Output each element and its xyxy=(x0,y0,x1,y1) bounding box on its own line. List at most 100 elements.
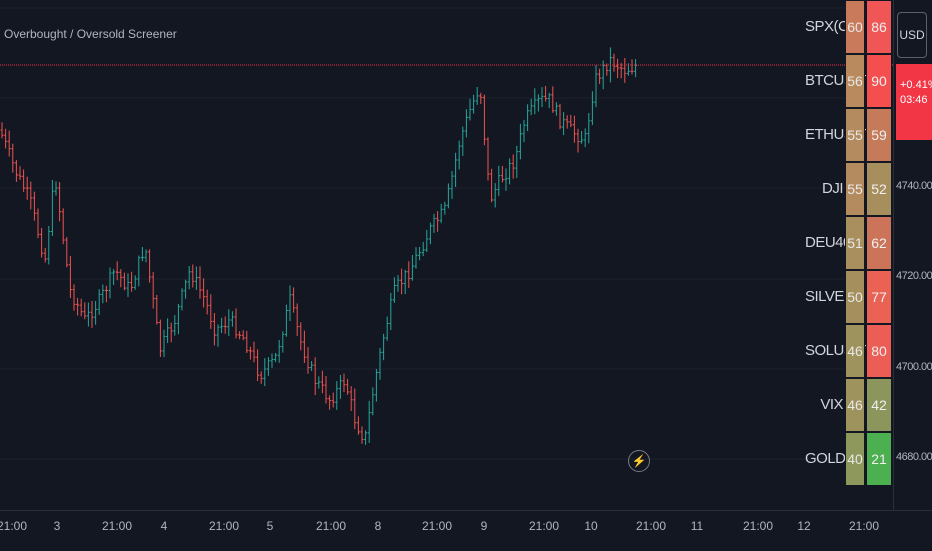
ohlc-bar xyxy=(155,294,159,325)
screener-symbol: SPX(C) xyxy=(805,18,853,35)
ohlc-bar xyxy=(594,65,598,108)
ohlc-bar xyxy=(338,374,342,399)
screener-value-1: 50 xyxy=(845,270,865,324)
ohlc-bar xyxy=(259,371,263,384)
screener-row: DJI 55 52 xyxy=(805,162,893,216)
ohlc-bar xyxy=(601,60,605,90)
ohlc-bar xyxy=(486,137,490,181)
ohlc-bar xyxy=(227,309,231,336)
ohlc-bar xyxy=(572,115,576,143)
ohlc-bar xyxy=(94,300,98,325)
last-price-tag: +0.41% 03:46 xyxy=(896,64,932,140)
ohlc-bar xyxy=(97,289,101,315)
ohlc-bar xyxy=(554,102,558,116)
ohlc-bar xyxy=(569,114,573,128)
indicator-title[interactable]: Overbought / Oversold Screener xyxy=(4,27,177,41)
ohlc-bar xyxy=(493,183,497,208)
ohlc-bar xyxy=(4,128,8,149)
ohlc-bar xyxy=(536,94,540,112)
ohlc-bar xyxy=(500,165,504,183)
ohlc-bar xyxy=(284,304,288,337)
screener-value-2: 42 xyxy=(866,378,892,432)
ohlc-bar xyxy=(317,376,321,389)
ohlc-bar xyxy=(140,246,144,262)
price-chart[interactable] xyxy=(0,0,893,510)
ohlc-bar xyxy=(558,103,562,130)
ohlc-bar xyxy=(104,285,108,303)
ohlc-bar xyxy=(324,376,328,404)
ohlc-bar xyxy=(295,303,299,336)
time-label: 10 xyxy=(584,519,598,533)
screener-row: BTCUSDT 56 90 xyxy=(805,54,893,108)
ohlc-bar xyxy=(119,269,123,288)
ohlc-bar xyxy=(364,430,368,445)
ohlc-bar xyxy=(457,140,461,170)
time-label: 21:00 xyxy=(421,519,453,533)
currency-button[interactable]: USD xyxy=(897,12,927,58)
screener-value-1: 46 xyxy=(845,378,865,432)
ohlc-bar xyxy=(220,317,224,334)
ohlc-bar xyxy=(565,115,569,129)
ohlc-bar xyxy=(331,392,335,408)
screener-symbol: ETHUSDT xyxy=(805,126,873,143)
screener-value-2: 80 xyxy=(866,324,892,378)
ohlc-bar xyxy=(198,266,202,299)
ohlc-bar xyxy=(529,98,533,116)
lightning-icon[interactable]: ⚡ xyxy=(628,450,650,472)
ohlc-bar xyxy=(468,98,472,121)
screener-symbol: SOLUSDT xyxy=(805,342,873,359)
ohlc-bar xyxy=(202,278,206,308)
ohlc-bar xyxy=(547,92,551,109)
price-axis[interactable]: 4740.00 4720.00 4700.00 4680.00 xyxy=(893,0,932,510)
screener-value-2: 59 xyxy=(866,108,892,162)
ohlc-bar xyxy=(90,300,94,328)
ohlc-bar xyxy=(353,388,357,430)
screener-symbol: VIX xyxy=(820,396,843,413)
screener-symbol: DJI xyxy=(822,180,844,197)
ohlc-bar xyxy=(216,324,220,347)
ohlc-bar xyxy=(72,284,76,311)
ohlc-bar xyxy=(540,87,544,107)
screener-row: DEU40 51 62 xyxy=(805,216,893,270)
time-axis[interactable]: 21:00 3 21:00 4 21:00 5 21:00 8 21:00 9 … xyxy=(0,510,932,551)
time-label: 21:00 xyxy=(528,519,560,533)
ohlc-bar xyxy=(432,213,436,233)
ohlc-bar xyxy=(410,255,414,281)
screener-value-2: 21 xyxy=(866,432,892,486)
price-label: 4680.00 xyxy=(896,451,932,463)
ohlc-bar xyxy=(14,160,18,182)
ohlc-bar xyxy=(439,203,443,224)
ohlc-bar xyxy=(385,316,389,341)
time-label: 21:00 xyxy=(635,519,667,533)
time-label: 11 xyxy=(690,519,704,533)
ohlc-bar xyxy=(421,241,425,257)
ohlc-bar xyxy=(464,109,468,138)
ohlc-bar xyxy=(162,329,166,358)
ohlc-bar xyxy=(313,357,317,396)
ohlc-bar xyxy=(11,143,15,173)
ohlc-bar xyxy=(428,222,432,245)
ohlc-bar xyxy=(169,322,173,343)
ohlc-bar xyxy=(36,208,40,239)
ohlc-bar xyxy=(223,316,227,334)
ohlc-bar xyxy=(108,267,112,299)
ohlc-bar xyxy=(583,128,587,148)
ohlc-bar xyxy=(389,292,393,331)
time-label: 21:00 xyxy=(315,519,347,533)
screener-value-2: 86 xyxy=(866,0,892,54)
screener-value-2: 52 xyxy=(866,162,892,216)
price-change: +0.41% xyxy=(900,79,932,91)
ohlc-bar xyxy=(414,247,418,269)
ohlc-bar xyxy=(281,331,285,353)
screener-symbol: GOLD xyxy=(805,450,846,467)
ohlc-bar xyxy=(22,169,26,192)
screener-row: SOLUSDT 46 80 xyxy=(805,324,893,378)
ohlc-bar xyxy=(47,226,51,265)
ohlc-bar xyxy=(472,94,476,114)
ohlc-bar xyxy=(392,277,396,303)
ohlc-bar xyxy=(349,386,353,412)
ohlc-bar xyxy=(144,249,148,263)
ohlc-bar xyxy=(274,352,278,363)
ohlc-bar xyxy=(450,170,454,199)
ohlc-bar xyxy=(0,122,4,139)
